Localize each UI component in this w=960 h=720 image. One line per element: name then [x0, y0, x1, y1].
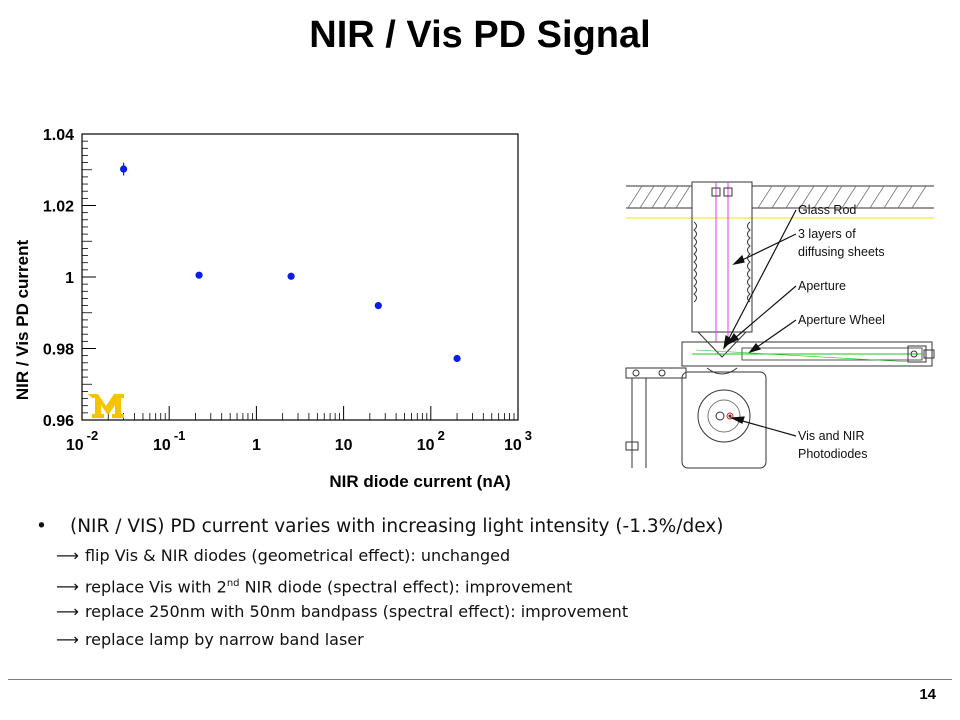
photodiodes-label-line2: Photodiodes — [798, 447, 868, 461]
footer-divider — [8, 679, 952, 680]
sub-bullet-2: ⟶ replace Vis with 2nd NIR diode (spectra… — [36, 570, 936, 598]
scatter-chart: 0.96 0.98 1 1.02 1.04 10-2 10-1 1 10 102 103 NIR d… — [13, 127, 532, 491]
x-tick-label: 102 — [417, 428, 445, 454]
x-axis-label: NIR diode current (nA) — [329, 472, 510, 491]
arrow-icon: ⟶ — [56, 602, 79, 621]
apparatus-diagram: Glass Rod 3 layers of diffusing sheets A… — [625, 181, 935, 469]
x-tick-label: 10-2 — [66, 428, 98, 454]
y-tick-label: 1 — [65, 270, 74, 287]
main-bullet-text: (NIR / VIS) PD current varies with incre… — [70, 516, 724, 537]
aperture-wheel-label: Aperture Wheel — [798, 313, 885, 327]
diffusing-sheets-label-line2: diffusing sheets — [798, 245, 885, 259]
tube — [691, 181, 753, 358]
aperture-wheel-assembly — [625, 341, 935, 379]
aperture-label: Aperture — [798, 279, 846, 293]
y-tick-label: 1.02 — [43, 199, 74, 216]
data-points — [120, 162, 461, 363]
sub-bullet-1: ⟶ flip Vis & NIR diodes (geometrical effe… — [36, 542, 936, 570]
sub-bullet-2-text-post: NIR diode (spectral effect): improvement — [239, 577, 573, 597]
glass-rod-label: Glass Rod — [798, 203, 856, 217]
sub-bullet-1-text: flip Vis & NIR diodes (geometrical effec… — [84, 546, 511, 565]
plot-box — [81, 133, 519, 421]
y-axis-label: NIR / Vis PD current — [13, 240, 32, 401]
axis-ticks: 0.96 0.98 1 1.02 1.04 10-2 10-1 1 10 102 103 — [43, 127, 532, 454]
sub-bullet-4-text: replace lamp by narrow band laser — [84, 630, 364, 649]
sub-bullet-2-text-pre: replace Vis with 2 — [84, 577, 227, 597]
arrow-icon: ⟶ — [56, 577, 79, 597]
page-number: 14 — [919, 686, 936, 703]
x-tick-label: 10-1 — [153, 428, 185, 454]
photodiode-housing — [625, 367, 767, 469]
x-tick-label: 10 — [335, 437, 353, 454]
diffusing-sheets-label-line1: 3 layers of — [798, 227, 856, 241]
sub-bullet-4: ⟶ replace lamp by narrow band laser — [36, 626, 936, 654]
arrow-icon: ⟶ — [56, 546, 79, 565]
data-point — [453, 354, 461, 363]
bullet-dot: • — [36, 516, 47, 537]
sub-bullet-2-superscript: nd — [226, 578, 240, 589]
sub-bullet-3: ⟶ replace 250nm with 50nm bandpass (spect… — [36, 598, 936, 626]
main-bullet: • (NIR / VIS) PD current varies with inc… — [36, 512, 936, 542]
data-point — [374, 302, 382, 310]
data-point — [120, 165, 128, 173]
data-point — [195, 271, 203, 279]
y-tick-label: 0.98 — [43, 342, 74, 359]
y-tick-label: 0.96 — [43, 413, 74, 430]
university-logo — [88, 394, 124, 418]
pointer-arrows — [723, 209, 797, 437]
bullet-list: • (NIR / VIS) PD current varies with inc… — [36, 512, 936, 654]
top-plate — [626, 185, 934, 219]
sub-bullet-3-text: replace 250nm with 50nm bandpass (spectr… — [84, 602, 629, 621]
photodiodes-label-line1: Vis and NIR — [798, 429, 864, 443]
slide-title: NIR / Vis PD Signal — [309, 14, 651, 56]
arrow-icon: ⟶ — [56, 630, 79, 649]
x-tick-label: 1 — [252, 437, 261, 454]
x-tick-label: 103 — [504, 428, 532, 454]
y-tick-label: 1.04 — [43, 127, 74, 144]
plot-frame — [81, 133, 519, 421]
data-point — [287, 272, 295, 280]
block-m-logo-icon — [88, 394, 124, 418]
